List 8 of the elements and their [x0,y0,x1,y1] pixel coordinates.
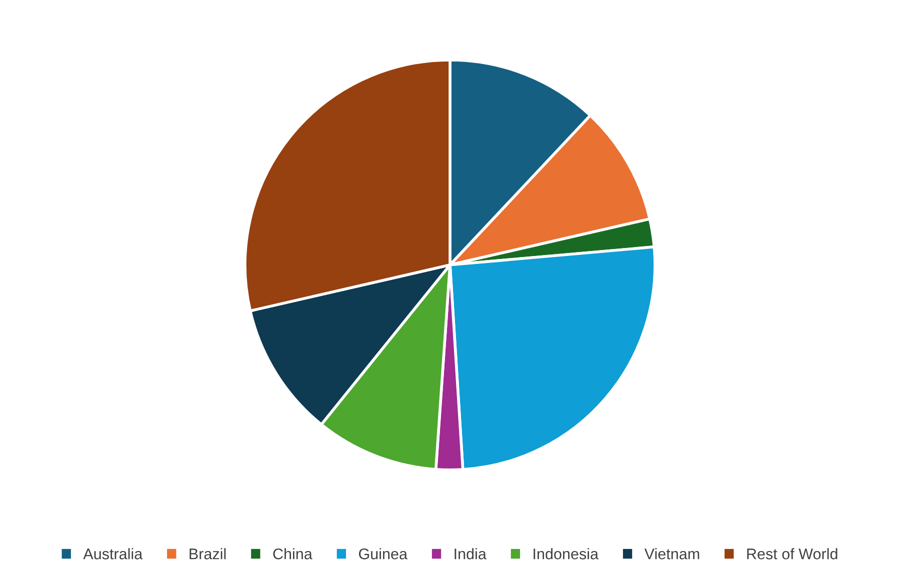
legend-label: Vietnam [644,548,700,560]
legend-label: Australia [83,548,143,560]
legend-label: China [273,548,312,560]
legend-label: Brazil [190,548,226,560]
legend-label: Rest of World [747,548,838,560]
legend-label: Guinea [358,548,408,560]
legend-label: India [454,548,486,560]
legend-label: Indonesia [534,548,599,560]
